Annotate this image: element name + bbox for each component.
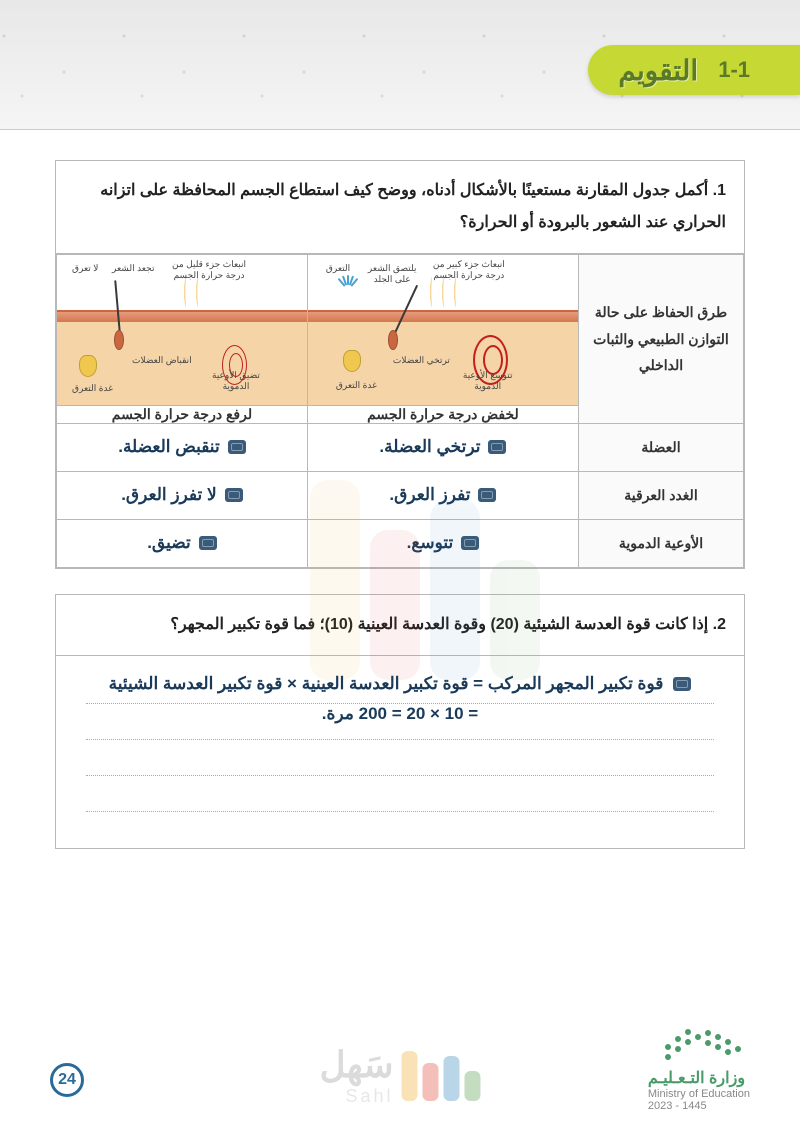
answer: ترتخي العضلة. (379, 437, 506, 457)
table-row: العضلة ترتخي العضلة. تنقبض العضلة. (57, 424, 744, 472)
comparison-table: طرق الحفاظ على حالة التوازن الطبيعي والث… (56, 254, 744, 568)
bullet-icon (199, 536, 217, 550)
main-content: 1. أكمل جدول المقارنة مستعينًا بالأشكال … (0, 130, 800, 894)
bullet-icon (478, 488, 496, 502)
ministry-logo-icon (660, 1024, 750, 1064)
q1-prompt: 1. أكمل جدول المقارنة مستعينًا بالأشكال … (56, 161, 744, 254)
section-number: 1-1 (718, 57, 750, 83)
bullet-icon (488, 440, 506, 454)
bullet-icon (228, 440, 246, 454)
table-row: الأوعية الدموية تتوسع. تضيق. (57, 520, 744, 568)
page-footer: وزارة التـعـليـم Ministry of Education 2… (0, 1002, 800, 1132)
answer: لا تفرز العرق. (121, 485, 242, 505)
q2-prompt: 2. إذا كانت قوة العدسة الشيئية (20) وقوة… (56, 595, 744, 656)
answer: تتوسع. (407, 533, 480, 553)
page-number: 24 (50, 1063, 84, 1097)
answer: تنقبض العضلة. (118, 437, 245, 457)
ministry-block: وزارة التـعـليـم Ministry of Education 2… (648, 1024, 750, 1112)
table-row: الغدد العرقية تفرز العرق. لا تفرز العرق. (57, 472, 744, 520)
hot-diagram: التعرق يلتصق الشعر على الجلد انبعاث جزء … (307, 255, 578, 406)
page-header: 1-1 التقويم (0, 0, 800, 130)
section-title-pill: 1-1 التقويم (588, 45, 800, 95)
question-2: 2. إذا كانت قوة العدسة الشيئية (20) وقوة… (55, 594, 745, 849)
cold-caption: لرفع درجة حرارة الجسم (57, 406, 308, 424)
bullet-icon (225, 488, 243, 502)
question-1: 1. أكمل جدول المقارنة مستعينًا بالأشكال … (55, 160, 745, 569)
diagram-row-header: طرق الحفاظ على حالة التوازن الطبيعي والث… (579, 255, 744, 424)
cold-diagram: لا تعرق تجعد الشعر انبعاث جزء قليل من در… (57, 255, 308, 406)
bullet-icon (673, 677, 691, 691)
section-title: التقويم (618, 54, 698, 87)
bullet-icon (461, 536, 479, 550)
q2-answer-area: قوة تكبير المجهر المركب = قوة تكبير العد… (56, 656, 744, 848)
answer: تضيق. (147, 533, 217, 553)
q2-formula: قوة تكبير المجهر المركب = قوة تكبير العد… (96, 674, 704, 734)
answer: تفرز العرق. (389, 485, 496, 505)
hot-caption: لخفض درجة حرارة الجسم (307, 406, 578, 424)
